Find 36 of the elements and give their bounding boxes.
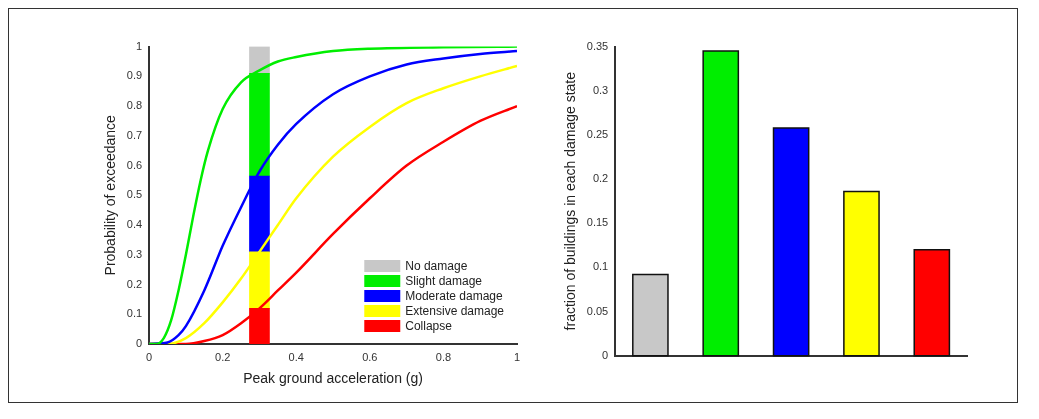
- y-tick-label: 0.3: [126, 247, 143, 260]
- y-tick-label: 0.2: [126, 277, 143, 290]
- y-tick-label: 0: [135, 337, 143, 350]
- y-tick-label: 0.8: [126, 99, 143, 112]
- x-tick-label: 0: [146, 350, 153, 363]
- x-tick-label: 0.4: [288, 350, 304, 363]
- x-tick-label: 0.2: [215, 350, 231, 363]
- x-axis-title: Peak ground acceleration (g): [243, 370, 423, 387]
- y-tick-label: 0.4: [126, 218, 143, 231]
- y-tick-label: 0.9: [126, 69, 143, 82]
- legend-label: No damage: [405, 258, 468, 273]
- y-tick-label: 0.2: [592, 172, 609, 185]
- legend-label: Collapse: [405, 318, 453, 333]
- y-axis-title: Probability of exceedance: [102, 114, 119, 276]
- bar: [249, 46, 270, 74]
- y-tick-label: 0.25: [586, 127, 609, 140]
- y-tick-label: 0.7: [126, 128, 143, 141]
- bar: [249, 251, 270, 309]
- y-tick-label: 0.35: [586, 39, 609, 52]
- legend-label: Moderate damage: [405, 288, 503, 303]
- y-tick-label: 1: [135, 39, 143, 52]
- x-tick-label: 1: [513, 350, 521, 363]
- y-tick-label: 0.05: [586, 304, 609, 317]
- y-tick-label: 0.1: [592, 260, 609, 273]
- legend-label: Extensive damage: [405, 303, 505, 318]
- bar: [249, 73, 270, 177]
- y-tick-label: 0.5: [126, 188, 143, 201]
- y-axis-title: fraction of buildings in each damage state: [562, 71, 579, 331]
- y-tick-label: 0.6: [126, 158, 143, 171]
- y-tick-label: 0.1: [126, 307, 143, 320]
- y-tick-label: 0.3: [592, 83, 609, 96]
- bar: [249, 175, 270, 253]
- x-tick-label: 0.6: [362, 350, 378, 363]
- y-tick-label: 0.15: [586, 216, 609, 229]
- legend-label: Slight damage: [405, 273, 483, 288]
- x-tick-label: 0.8: [435, 350, 452, 363]
